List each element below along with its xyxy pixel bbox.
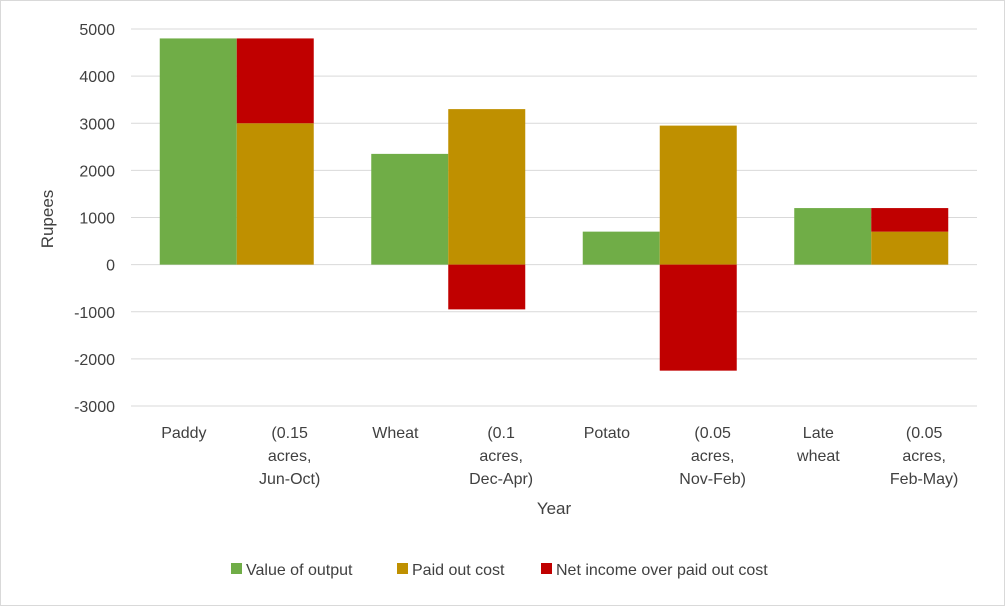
bar-value-of-output — [582, 231, 660, 265]
x-category-label: Potato — [584, 425, 630, 442]
x-category-label: Paddy — [161, 425, 206, 442]
y-tick-label: -1000 — [74, 305, 115, 322]
x-category-label-line: (0.1 — [487, 425, 515, 442]
x-category-label: (0.1 acres, Dec-Apr) — [469, 425, 533, 488]
x-category-label-line: Dec-Apr) — [469, 471, 533, 488]
bar-net-income — [236, 38, 314, 124]
x-category-label-line: Late — [803, 425, 834, 442]
legend-label: Net income over paid out cost — [556, 562, 768, 579]
x-category-label-line: Jun-Oct) — [259, 471, 320, 488]
legend-swatch — [397, 563, 408, 574]
bar-layer — [159, 38, 949, 371]
x-category-label: (0.15 acres, Jun-Oct) — [259, 425, 320, 488]
y-tick-labels: 5000 4000 3000 2000 1000 0 -1000 -2000 -3000 — [74, 22, 115, 416]
x-category-label: Wheat — [372, 425, 419, 442]
y-tick-label: -3000 — [74, 399, 115, 416]
x-category-label-line: Potato — [584, 425, 630, 442]
legend-swatch — [231, 563, 242, 574]
bar-paid-out-cost — [236, 123, 314, 265]
legend-item: Net income over paid out cost — [541, 562, 768, 579]
x-category-label-line: Feb-May) — [890, 471, 958, 488]
x-category-label: (0.05 acres, Feb-May) — [890, 425, 958, 488]
x-category-label-line: acres, — [479, 448, 523, 465]
x-category-labels: Paddy (0.15 acres, Jun-Oct) Wheat (0.1 acres, D… — [161, 425, 958, 488]
x-category-label-line: acres, — [268, 448, 312, 465]
bar-value-of-output — [159, 38, 237, 265]
y-tick-label: 2000 — [79, 163, 115, 180]
y-tick-label: 5000 — [79, 22, 115, 39]
legend-item: Value of output — [231, 562, 353, 579]
legend: Value of output Paid out cost Net income o… — [231, 562, 768, 579]
x-category-label-line: Nov-Feb) — [679, 471, 746, 488]
x-category-label-line: Wheat — [372, 425, 419, 442]
y-axis-title: Rupees — [38, 190, 57, 249]
legend-swatch — [541, 563, 552, 574]
x-category-label-line: acres, — [902, 448, 946, 465]
legend-label: Value of output — [246, 562, 353, 579]
bar-net-income — [871, 208, 949, 232]
legend-label: Paid out cost — [412, 562, 505, 579]
bar-net-income — [659, 264, 737, 371]
x-category-label: (0.05 acres, Nov-Feb) — [679, 425, 746, 488]
y-tick-label: -2000 — [74, 352, 115, 369]
legend-item: Paid out cost — [397, 562, 505, 579]
y-tick-label: 4000 — [79, 69, 115, 86]
x-category-label-line: wheat — [796, 448, 840, 465]
bar-paid-out-cost — [659, 125, 737, 265]
x-axis-title: Year — [537, 499, 572, 518]
y-tick-label: 0 — [106, 258, 115, 275]
x-category-label: Late wheat — [796, 425, 840, 465]
x-category-label-line: (0.05 — [694, 425, 731, 442]
y-tick-label: 1000 — [79, 211, 115, 228]
bar-value-of-output — [794, 208, 872, 265]
y-tick-label: 3000 — [79, 116, 115, 133]
bar-paid-out-cost — [871, 231, 949, 265]
bar-value-of-output — [371, 153, 449, 265]
bar-net-income — [448, 264, 526, 310]
bar-paid-out-cost — [448, 109, 526, 265]
x-category-label-line: (0.15 — [271, 425, 308, 442]
x-category-label-line: acres, — [691, 448, 735, 465]
x-category-label-line: (0.05 — [906, 425, 943, 442]
x-category-label-line: Paddy — [161, 425, 206, 442]
